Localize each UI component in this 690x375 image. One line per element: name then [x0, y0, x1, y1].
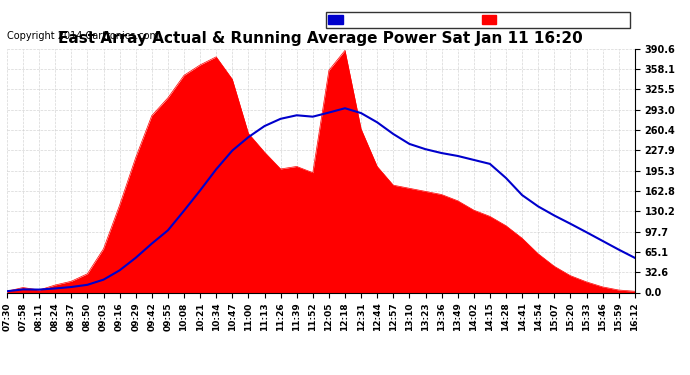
Text: Copyright 2014 Cartronics.com: Copyright 2014 Cartronics.com: [7, 32, 159, 41]
Legend: Average  (DC Watts), East Array  (DC Watts): Average (DC Watts), East Array (DC Watts…: [326, 12, 630, 28]
Title: East Array Actual & Running Average Power Sat Jan 11 16:20: East Array Actual & Running Average Powe…: [59, 31, 583, 46]
